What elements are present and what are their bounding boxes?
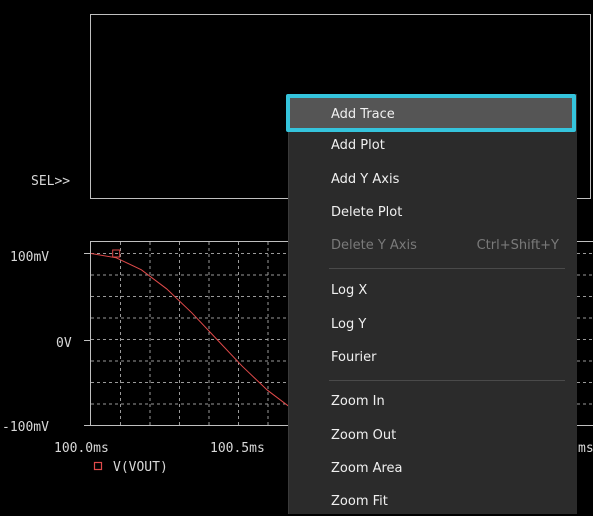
x-tick-100-0ms: 100.0ms bbox=[54, 441, 109, 456]
menu-item-zoom-in[interactable]: Zoom In bbox=[289, 388, 577, 416]
menu-item-log-y[interactable]: Log Y bbox=[289, 311, 577, 339]
menu-item-delete-plot[interactable]: Delete Plot bbox=[289, 199, 577, 227]
menu-item-delete-y-axis-shortcut: Ctrl+Shift+Y bbox=[477, 232, 559, 260]
legend-label-vvout[interactable]: V(VOUT) bbox=[113, 460, 168, 475]
y-tick-0v: 0V bbox=[56, 336, 72, 351]
menu-item-zoom-fit[interactable]: Zoom Fit bbox=[289, 488, 577, 516]
menu-item-log-x[interactable]: Log X bbox=[289, 277, 577, 305]
x-tick-fragment: ms bbox=[578, 441, 593, 456]
menu-separator bbox=[329, 380, 565, 381]
legend-marker-icon bbox=[95, 463, 102, 470]
menu-item-zoom-area[interactable]: Zoom Area bbox=[289, 455, 577, 483]
context-menu: Add Trace Add Plot Add Y Axis Delete Plo… bbox=[288, 94, 577, 514]
menu-item-fourier[interactable]: Fourier bbox=[289, 344, 577, 372]
menu-item-zoom-out[interactable]: Zoom Out bbox=[289, 422, 577, 450]
menu-item-add-y-axis[interactable]: Add Y Axis bbox=[289, 166, 577, 194]
menu-item-delete-y-axis-label: Delete Y Axis bbox=[331, 238, 417, 253]
y-tick-100mv: 100mV bbox=[10, 250, 49, 265]
menu-item-add-plot[interactable]: Add Plot bbox=[289, 132, 577, 160]
menu-separator bbox=[329, 268, 565, 269]
menu-item-add-trace[interactable]: Add Trace bbox=[286, 94, 576, 132]
menu-item-delete-y-axis[interactable]: Delete Y Axis Ctrl+Shift+Y bbox=[289, 232, 577, 260]
y-tick-minus100mv: -100mV bbox=[2, 420, 49, 435]
x-tick-100-5ms: 100.5ms bbox=[210, 441, 265, 456]
sel-label: SEL>> bbox=[31, 174, 70, 189]
